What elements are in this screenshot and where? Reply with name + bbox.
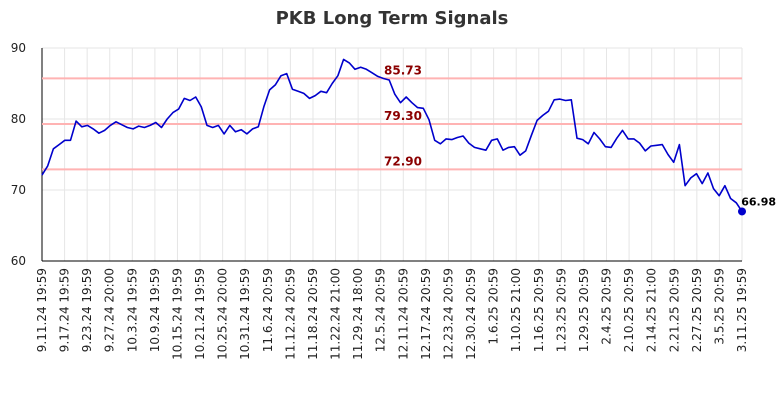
y-tick-label: 60 xyxy=(11,254,26,268)
x-tick-label: 12.23.24 20:59 xyxy=(441,268,455,360)
chart-title: PKB Long Term Signals xyxy=(275,8,509,29)
x-tick-label: 9.23.24 19:59 xyxy=(80,268,94,352)
x-tick-label: 12.17.24 20:59 xyxy=(419,268,433,360)
x-tick-label: 1.16.25 20:59 xyxy=(532,268,546,352)
x-tick-label: 3.11.25 19:59 xyxy=(735,268,749,352)
reference-line-label: 79.30 xyxy=(384,109,422,123)
x-tick-label: 11.29.24 18:00 xyxy=(351,268,365,360)
last-value-label: 66.98 xyxy=(741,195,776,208)
x-tick-label: 2.27.25 20:59 xyxy=(690,268,704,352)
x-tick-label: 12.11.24 20:59 xyxy=(396,268,410,360)
x-tick-label: 3.5.25 20:59 xyxy=(712,268,726,345)
x-tick-label: 1.23.25 20:59 xyxy=(554,268,568,352)
series-line xyxy=(41,58,743,212)
x-tick-label: 11.18.24 20:59 xyxy=(306,268,320,360)
x-tick-label: 9.17.24 19:59 xyxy=(58,268,72,352)
x-tick-label: 10.31.24 19:59 xyxy=(238,268,252,360)
x-tick-label: 1.29.25 20:59 xyxy=(577,268,591,352)
y-tick-label: 90 xyxy=(11,41,26,55)
y-tick-label: 70 xyxy=(11,183,26,197)
reference-line-label: 85.73 xyxy=(384,63,422,77)
x-tick-label: 1.10.25 21:00 xyxy=(509,268,523,352)
x-tick-label: 12.30.24 20:59 xyxy=(464,268,478,360)
last-point-marker xyxy=(738,207,746,216)
x-tick-label: 10.21.24 19:59 xyxy=(193,268,207,360)
x-tick-label: 11.22.24 21:00 xyxy=(329,268,343,360)
y-tick-label: 80 xyxy=(11,112,26,126)
x-tick-label: 9.27.24 20:00 xyxy=(103,268,117,352)
x-tick-label: 2.4.25 20:59 xyxy=(600,268,614,345)
x-tick-label: 2.10.25 20:59 xyxy=(622,268,636,352)
x-tick-label: 1.6.25 20:59 xyxy=(487,268,501,345)
x-tick-label: 10.3.24 19:59 xyxy=(125,268,139,352)
x-tick-label: 9.11.24 19:59 xyxy=(35,268,49,352)
reference-line-label: 72.90 xyxy=(384,154,422,168)
x-tick-label: 2.14.25 21:00 xyxy=(645,268,659,352)
x-tick-label: 10.25.24 20:00 xyxy=(216,268,230,360)
x-tick-label: 12.5.24 20:59 xyxy=(374,268,388,352)
x-tick-label: 2.21.25 20:59 xyxy=(667,268,681,352)
x-tick-label: 10.15.24 19:59 xyxy=(170,268,184,360)
x-tick-label: 11.12.24 20:59 xyxy=(283,268,297,360)
x-tick-label: 11.6.24 20:59 xyxy=(261,268,275,352)
x-tick-label: 10.9.24 19:59 xyxy=(148,268,162,352)
